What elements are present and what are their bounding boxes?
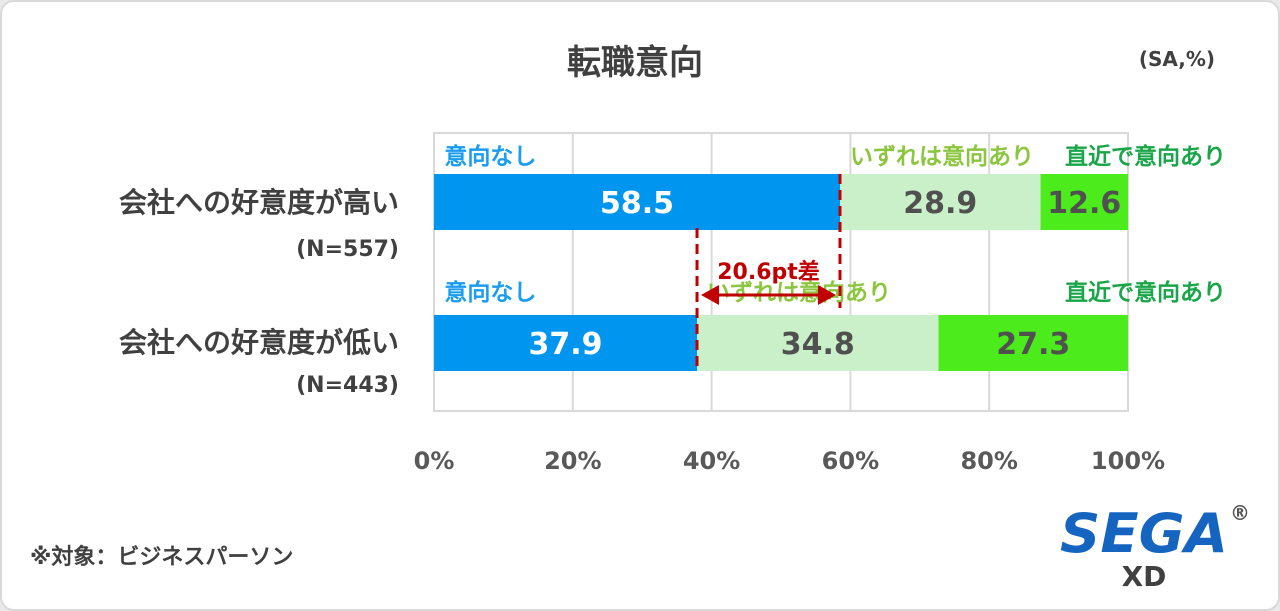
bar-segment: [938, 315, 1128, 371]
bar-value-label: 27.3: [996, 327, 1070, 362]
unit-note: (SA,%): [1139, 47, 1215, 71]
category-label: 会社への好意度が低い: [119, 326, 399, 359]
chart-title: 転職意向: [567, 43, 703, 83]
bar-value-labels: 58.5 28.9 12.6 37.9 34.8 27.3: [528, 186, 1121, 362]
bar-segment: [839, 174, 1041, 230]
series-label: 意向なし: [444, 143, 536, 170]
sample-size-label: (N=443): [296, 373, 399, 398]
bar-value-label: 34.8: [781, 327, 855, 362]
x-tick-label: 60%: [822, 447, 879, 475]
annotation-arrowhead-right: [817, 285, 836, 305]
logo-sub-text: XD: [1122, 560, 1167, 592]
plot-area-frame: [433, 132, 1129, 412]
bar-segment: [434, 174, 840, 230]
difference-annotation: 20.6pt差: [695, 174, 842, 371]
x-tick-label: 40%: [683, 447, 740, 475]
series-label: 直近で意向あり: [1065, 279, 1226, 306]
category-labels: 会社への好意度が高い (N=557) 会社への好意度が低い (N=443): [119, 186, 399, 398]
bar-value-label: 28.9: [903, 186, 977, 221]
logo-brand-text: SEGA: [1060, 502, 1228, 565]
series-label: いずれは意向あり: [707, 279, 891, 306]
bars: [434, 174, 1128, 371]
bar-segment: [697, 315, 939, 371]
bar-value-label: 12.6: [1047, 186, 1121, 221]
x-tick-label: 100%: [1091, 447, 1165, 475]
series-label: 直近で意向あり: [1065, 143, 1226, 170]
sample-size-label: (N=557): [296, 237, 399, 262]
series-label: いずれは意向あり: [850, 143, 1034, 170]
footnote: ※対象：ビジネスパーソン: [30, 544, 293, 570]
annotation-text: 20.6pt差: [717, 259, 820, 285]
series-label: 意向なし: [444, 279, 536, 306]
bar-value-label: 37.9: [528, 327, 602, 362]
annotation-arrowhead-left: [701, 285, 720, 305]
x-tick-label: 20%: [544, 447, 601, 475]
x-axis-ticks: 0% 20% 40% 60% 80% 100%: [414, 447, 1165, 475]
x-tick-label: 80%: [960, 447, 1017, 475]
bar-value-label: 58.5: [600, 186, 674, 221]
sega-xd-logo: SEGA ® XD: [1060, 501, 1250, 593]
category-label: 会社への好意度が高い: [119, 186, 399, 219]
bar-segment: [1040, 174, 1128, 230]
x-tick-label: 0%: [414, 447, 455, 475]
bar-segment: [434, 315, 698, 371]
registered-mark: ®: [1230, 501, 1250, 525]
